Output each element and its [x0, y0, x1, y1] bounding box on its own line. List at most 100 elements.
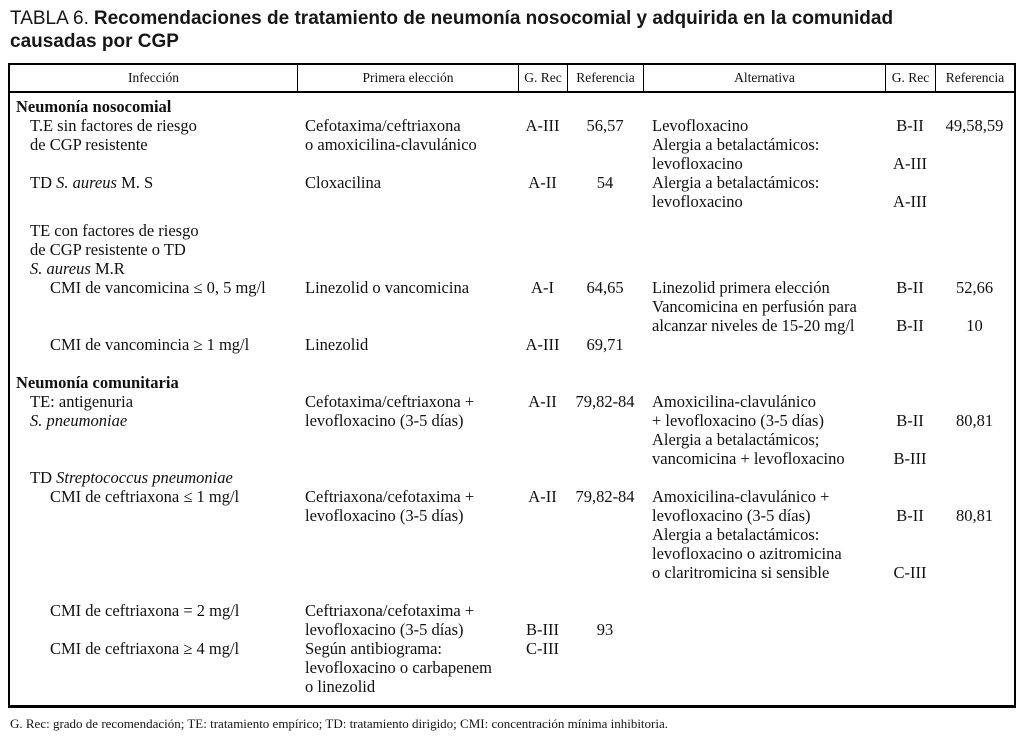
- cell-ref2: 49,58,59: [935, 116, 1014, 173]
- text: 79,82-84: [575, 487, 635, 506]
- text-line: [885, 173, 935, 192]
- text-line: [885, 544, 935, 563]
- cell-infeccion: T.E sin factores de riesgo de CGP resiste…: [10, 116, 297, 173]
- cell-grec1: A-I: [518, 278, 567, 335]
- text: A-II: [528, 173, 557, 192]
- cell-primera: [297, 221, 518, 278]
- text: 64,65: [586, 278, 624, 297]
- table-body: Neumonía nosocomial T.E sin factores de r…: [10, 93, 1014, 705]
- text: alcanzar niveles de 15-20 mg/l: [652, 316, 855, 335]
- table-row: CMI de ceftriaxona = 2 mg/l CMI de ceftr…: [10, 601, 1014, 696]
- text-line: Linezolid: [305, 335, 518, 354]
- text: 79,82-84: [575, 392, 635, 411]
- text-line: [885, 135, 935, 154]
- text: M. S: [116, 173, 154, 192]
- text: 52,66: [955, 278, 994, 297]
- text-line: Amoxicilina-clavulánico +: [652, 487, 885, 506]
- text-line: B-II: [885, 506, 935, 525]
- header-primera-eleccion: Primera elección: [297, 65, 518, 91]
- cell-grec1: A-II: [518, 173, 567, 211]
- text-line: 10: [935, 316, 1014, 335]
- cell-ref1: 79,82-84: [567, 487, 643, 582]
- cell-grec2: [885, 373, 935, 392]
- cell-primera: Cefotaxima/ceftriaxona + levofloxacino (3…: [297, 392, 518, 468]
- text: C-III: [526, 639, 559, 658]
- text: CMI de ceftriaxona ≥ 4 mg/l: [50, 639, 240, 658]
- cell-alternativa: [643, 335, 885, 354]
- cell-infeccion: CMI de ceftriaxona ≤ 1 mg/l: [10, 487, 297, 582]
- text: A-III: [893, 192, 927, 211]
- text: Linezolid: [305, 335, 369, 354]
- cell-grec2: A-III: [885, 173, 935, 211]
- text-line: levofloxacino: [652, 154, 885, 173]
- table-row: T.E sin factores de riesgo de CGP resiste…: [10, 116, 1014, 173]
- text-line: levofloxacino o carbapenem: [305, 658, 518, 677]
- cell-infeccion: Neumonía comunitaria: [10, 373, 297, 392]
- text-line: [885, 297, 935, 316]
- text: levofloxacino (3-5 días): [652, 506, 811, 525]
- cell-primera: Cloxacilina: [297, 173, 518, 211]
- cell-grec1: [518, 97, 567, 116]
- text: Cloxacilina: [305, 173, 382, 192]
- text-line: 49,58,59: [935, 116, 1014, 135]
- cell-ref1: 56,57: [567, 116, 643, 173]
- recommendations-table: Infección Primera elección G. Rec Refere…: [8, 63, 1016, 708]
- text: o amoxicilina-clavulánico: [305, 135, 477, 154]
- cell-ref2: 80,81: [935, 487, 1014, 582]
- section-heading: Neumonía comunitaria: [16, 373, 179, 392]
- cell-ref1: [567, 468, 643, 487]
- text-line: de CGP resistente: [30, 135, 297, 154]
- text-line: [518, 601, 567, 620]
- text-line: B-II: [885, 116, 935, 135]
- text: Alergia a betalactámicos:: [652, 173, 820, 192]
- cell-alternativa: Alergia a betalactámicos: levofloxacino: [643, 173, 885, 211]
- table-title: Recomendaciones de tratamiento de neumon…: [10, 8, 894, 52]
- text-line: + levofloxacino (3-5 días): [652, 411, 885, 430]
- text-line: levofloxacino (3-5 días): [305, 620, 518, 639]
- text-line: T.E sin factores de riesgo: [30, 116, 297, 135]
- text: Alergia a betalactámicos:: [652, 135, 820, 154]
- text: B-II: [896, 116, 924, 135]
- cell-primera: Linezolid o vancomicina: [297, 278, 518, 335]
- header-grec-2: G. Rec: [885, 65, 935, 91]
- text: de CGP resistente: [30, 135, 148, 154]
- text: TE: antigenuria: [30, 392, 134, 411]
- cell-primera: [297, 97, 518, 116]
- text: 10: [966, 316, 983, 335]
- header-referencia-2: Referencia: [935, 65, 1014, 91]
- text-line: B-II: [885, 411, 935, 430]
- text-line: 80,81: [935, 411, 1014, 430]
- text: B-II: [896, 278, 924, 297]
- text-line: alcanzar niveles de 15-20 mg/l: [652, 316, 885, 335]
- text: Según antibiograma:: [305, 639, 443, 658]
- text-line: 56,57: [567, 116, 643, 135]
- text-line: B-III: [885, 449, 935, 468]
- text: A-I: [531, 278, 554, 297]
- text-line: [935, 487, 1014, 506]
- cell-infeccion: TD S. aureus M. S: [10, 173, 297, 211]
- text: B-III: [893, 449, 927, 468]
- header-infeccion: Infección: [128, 70, 179, 85]
- text: Vancomicina en perfusión para: [652, 297, 857, 316]
- table-row: TD S. aureus M. S Cloxacilina A-II 54 Alergi…: [10, 173, 1014, 211]
- cell-ref2: [935, 173, 1014, 211]
- table-row: TD Streptococcus pneumoniae: [10, 468, 1014, 487]
- text-line: 80,81: [935, 506, 1014, 525]
- text-line: A-III: [885, 192, 935, 211]
- text: Levofloxacino: [652, 116, 749, 135]
- text-line: Neumonía comunitaria: [16, 373, 297, 392]
- text-line: 69,71: [567, 335, 643, 354]
- text-line: Cefotaxima/ceftriaxona +: [305, 392, 518, 411]
- text: levofloxacino o azitromicina: [652, 544, 842, 563]
- text: o claritromicina si sensible: [652, 563, 830, 582]
- text: o linezolid: [305, 677, 376, 696]
- text: 80,81: [955, 411, 994, 430]
- text: A-III: [525, 335, 560, 354]
- table-row: TE con factores de riesgo de CGP resisten…: [10, 221, 1014, 278]
- text-line: TE con factores de riesgo: [30, 221, 297, 240]
- cell-ref1: 69,71: [567, 335, 643, 354]
- cell-alternativa: Amoxicilina-clavulánico + levofloxacino (…: [643, 487, 885, 582]
- text: 93: [596, 620, 614, 639]
- text-line: [935, 297, 1014, 316]
- text-line: Linezolid primera elección: [652, 278, 885, 297]
